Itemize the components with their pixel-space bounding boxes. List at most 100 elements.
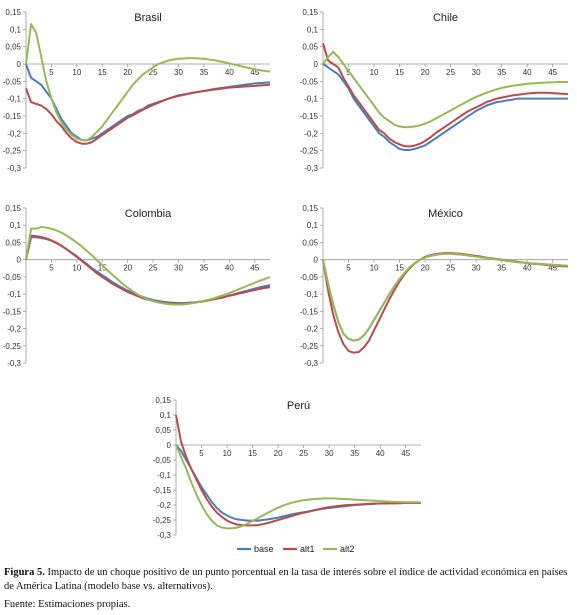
y-tick-label: -0,25 — [3, 147, 22, 156]
x-tick-label: 25 — [446, 264, 455, 273]
y-tick-label: -0,05 — [3, 77, 22, 86]
figure-caption: Figura 5. Impacto de un choque positivo … — [4, 566, 572, 594]
panel-title: Brasil — [134, 12, 162, 24]
y-tick-label: -0,25 — [300, 342, 319, 351]
x-tick-label: 5 — [199, 449, 204, 458]
x-tick-label: 10 — [223, 449, 232, 458]
caption-text: Impacto de un choque positivo de un punt… — [4, 567, 568, 592]
y-tick-label: 0,05 — [5, 43, 21, 52]
y-tick-label: 0 — [17, 60, 22, 69]
y-tick-label: 0,05 — [302, 43, 318, 52]
panel-title: Colombia — [125, 208, 172, 220]
x-tick-label: 35 — [497, 68, 506, 77]
y-tick-label: -0,05 — [153, 456, 172, 465]
x-tick-label: 10 — [370, 264, 379, 273]
y-tick-label: -0,05 — [3, 273, 22, 282]
series-line-alt2 — [322, 252, 569, 342]
x-tick-label: 40 — [523, 68, 532, 77]
y-tick-label: -0,3 — [304, 359, 318, 368]
y-tick-label: -0,05 — [300, 273, 319, 282]
y-tick-label: 0 — [314, 60, 319, 69]
legend-label-base: base — [254, 544, 274, 554]
y-tick-label: 0,05 — [5, 238, 21, 247]
y-tick-label: -0,1 — [7, 290, 21, 299]
x-tick-label: 30 — [472, 68, 481, 77]
x-tick-label: 30 — [325, 449, 334, 458]
x-tick-label: 25 — [149, 264, 158, 273]
y-tick-label: 0,1 — [307, 25, 319, 34]
y-tick-label: -0,2 — [304, 129, 318, 138]
x-tick-label: 25 — [149, 68, 158, 77]
x-tick-label: 15 — [248, 449, 257, 458]
x-tick-label: 45 — [250, 68, 259, 77]
y-tick-label: -0,25 — [3, 342, 22, 351]
panel-title: Chile — [433, 12, 458, 24]
x-tick-label: 10 — [72, 68, 81, 77]
x-tick-label: 15 — [395, 264, 404, 273]
x-tick-label: 20 — [274, 449, 283, 458]
y-tick-label: -0,15 — [3, 307, 22, 316]
figure-panels: 0,150,10,050-0,05-0,1-0,15-0,2-0,25-0,35… — [3, 8, 569, 554]
y-tick-label: 0,1 — [160, 411, 172, 420]
x-tick-label: 40 — [225, 68, 234, 77]
panel-title: México — [428, 208, 463, 220]
legend-label-alt1: alt1 — [300, 544, 315, 554]
legend-label-alt2: alt2 — [340, 544, 355, 554]
x-tick-label: 20 — [123, 68, 132, 77]
x-tick-label: 25 — [446, 68, 455, 77]
x-tick-label: 15 — [395, 68, 404, 77]
x-tick-label: 25 — [299, 449, 308, 458]
y-tick-label: -0,1 — [7, 95, 21, 104]
legend: base alt1 alt2 — [237, 544, 355, 554]
y-tick-label: -0,1 — [157, 471, 171, 480]
y-tick-label: 0 — [17, 256, 22, 265]
series-line-alt1 — [25, 83, 271, 145]
y-tick-label: -0,1 — [304, 95, 318, 104]
y-tick-label: 0,05 — [302, 238, 318, 247]
x-tick-label: 40 — [523, 264, 532, 273]
y-tick-label: -0,15 — [153, 486, 172, 495]
panel-0: 0,15 0,1 0,05 0 -0,05 -0,1 -0,15 -0,2 -0,25 -0,3 5… — [3, 8, 271, 173]
panel-4: 0,15 0,1 0,05 0 -0,05 -0,1 -0,15 -0,2 -0,25 -0,3 5… — [153, 396, 421, 540]
y-tick-label: -0,2 — [7, 325, 21, 334]
series-line-alt2 — [25, 23, 271, 142]
x-tick-label: 30 — [174, 264, 183, 273]
y-tick-label: 0,1 — [10, 25, 22, 34]
caption-label: Figura 5. — [4, 567, 45, 578]
series-line-alt1 — [322, 42, 569, 148]
panel-2: 0,15 0,1 0,05 0 -0,05 -0,1 -0,15 -0,2 -0,25 -0,3 5… — [3, 204, 271, 368]
x-tick-label: 45 — [548, 264, 557, 273]
y-tick-label: -0,3 — [7, 164, 21, 173]
y-tick-label: 0,15 — [5, 8, 21, 17]
panel-3: 0,15 0,1 0,05 0 -0,05 -0,1 -0,15 -0,2 -0,25 -0,3 5… — [300, 204, 569, 368]
x-tick-label: 15 — [98, 68, 107, 77]
y-tick-label: 0,15 — [302, 8, 318, 17]
x-tick-label: 20 — [421, 264, 430, 273]
x-tick-label: 20 — [421, 68, 430, 77]
y-tick-label: 0,15 — [302, 204, 318, 213]
series-line-base — [322, 63, 568, 151]
y-tick-label: -0,15 — [300, 307, 319, 316]
x-tick-label: 30 — [174, 68, 183, 77]
series-line-alt2 — [322, 50, 568, 129]
y-tick-label: -0,2 — [157, 501, 171, 510]
y-tick-label: 0,05 — [155, 426, 171, 435]
x-tick-label: 5 — [49, 264, 54, 273]
x-tick-label: 15 — [98, 264, 107, 273]
y-tick-label: 0,15 — [155, 396, 171, 405]
y-tick-label: 0 — [314, 256, 319, 265]
series-line-alt2 — [25, 225, 271, 306]
y-tick-label: -0,2 — [7, 129, 21, 138]
x-tick-label: 35 — [199, 68, 208, 77]
x-tick-label: 40 — [376, 449, 385, 458]
figure-source: Fuente: Estimaciones propias. — [4, 599, 131, 610]
x-tick-label: 10 — [370, 68, 379, 77]
panel-title: Perú — [287, 400, 310, 412]
x-tick-label: 20 — [123, 264, 132, 273]
x-tick-label: 30 — [472, 264, 481, 273]
x-tick-label: 5 — [49, 68, 54, 77]
y-tick-label: -0,25 — [300, 147, 319, 156]
y-tick-label: -0,3 — [7, 359, 21, 368]
y-tick-label: -0,25 — [153, 516, 172, 525]
x-tick-label: 45 — [250, 264, 259, 273]
